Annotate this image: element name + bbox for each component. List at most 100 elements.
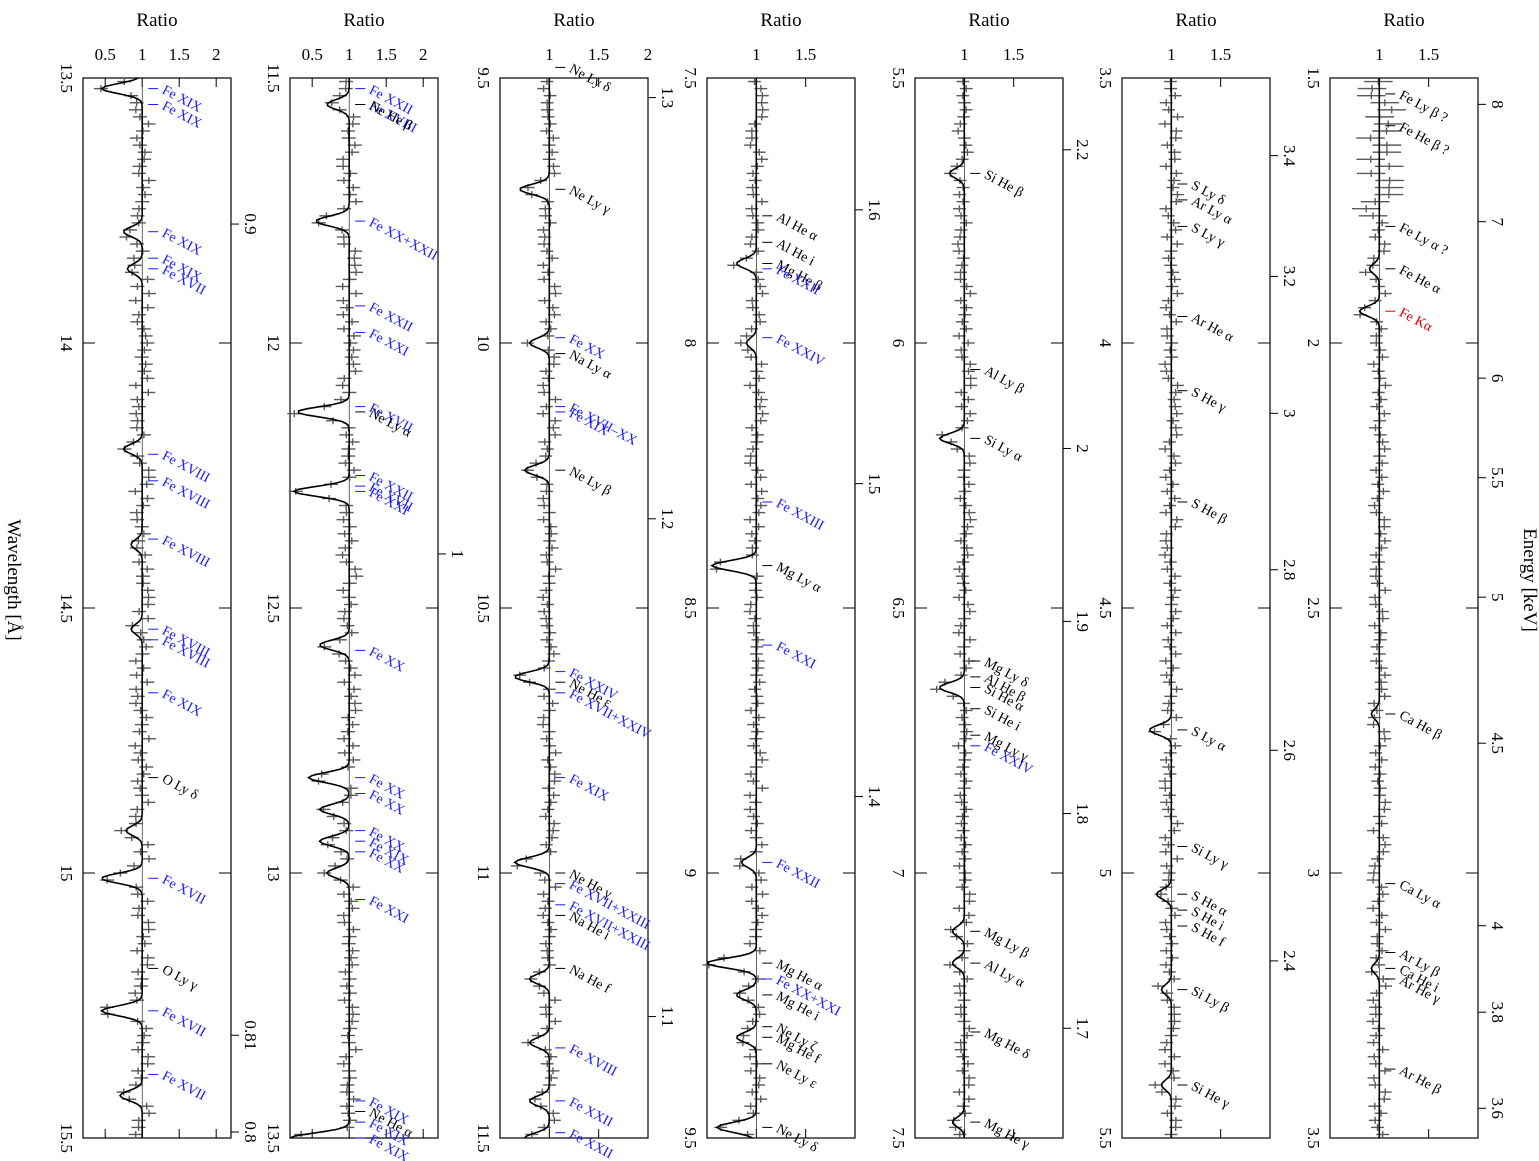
wavelength-tick-label: 13.5 xyxy=(57,63,76,93)
ratio-axis-title: Ratio xyxy=(1175,10,1216,31)
energy-tick-label: 1 xyxy=(448,550,467,559)
wavelength-tick-label: 8 xyxy=(681,339,700,348)
wavelength-tick-label: 4.5 xyxy=(1096,597,1115,618)
line-label: Fe XXI xyxy=(366,894,411,927)
energy-tick-label: 0.8 xyxy=(241,1121,260,1142)
model-curve xyxy=(289,78,350,1139)
plot-frame xyxy=(914,77,1064,1139)
wavelength-tick-label: 8.5 xyxy=(681,597,700,618)
energy-tick-label: 2.6 xyxy=(1280,740,1299,761)
line-label: Fe XVII xyxy=(159,1069,208,1104)
line-label: O Ly δ xyxy=(159,772,200,804)
ratio-axis-title: Ratio xyxy=(343,10,384,31)
ratio-tick-label: 0.5 xyxy=(302,45,323,64)
ratio-axis-title: Ratio xyxy=(553,10,594,31)
line-label: O Ly γ xyxy=(159,963,200,994)
line-label: Fe XX xyxy=(366,645,406,676)
wavelength-tick-label: 5 xyxy=(1096,869,1115,878)
energy-tick-label: 7 xyxy=(1488,217,1507,226)
wavelength-tick-label: 9 xyxy=(681,869,700,878)
energy-tick-label: 1.2 xyxy=(658,508,677,529)
ratio-tick-label: 1 xyxy=(1375,45,1384,64)
line-label: Fe XIX xyxy=(566,772,610,805)
energy-tick-label: 2.2 xyxy=(1073,139,1092,160)
energy-tick-label: 1.4 xyxy=(865,786,884,808)
model-curve xyxy=(513,78,551,1139)
energy-tick-label: 8 xyxy=(1488,100,1507,109)
line-label: Si Ly γ xyxy=(1188,841,1230,873)
wavelength-tick-label: 7.5 xyxy=(889,1127,908,1148)
line-label: Ca Ly α xyxy=(1396,878,1443,913)
ratio-tick-label: 1 xyxy=(960,45,969,64)
energy-tick-label: 5.5 xyxy=(1488,467,1507,488)
line-label: Fe XVII xyxy=(159,1005,208,1040)
panel-5: Ratio 1 1.5 5.5 6 6.5 7 7.5 2.2 2 1.9 1.8 1.7 Si He β… xyxy=(889,10,1092,1153)
wavelength-tick-label: 2.5 xyxy=(1304,597,1323,618)
line-label: Mg He δ xyxy=(981,1026,1032,1063)
energy-tick-label: 2.8 xyxy=(1280,559,1299,580)
line-label: Al Ly α xyxy=(981,957,1027,991)
line-label: Fe Ly α ? xyxy=(1396,221,1450,259)
energy-tick-label: 1.6 xyxy=(865,199,884,220)
ratio-tick-label: 2 xyxy=(419,45,428,64)
line-label: Fe XXIV xyxy=(773,332,826,370)
wavelength-tick-label: 12.5 xyxy=(264,593,283,623)
energy-tick-label: 6 xyxy=(1488,374,1507,383)
energy-tick-label: 2 xyxy=(1073,444,1092,453)
model-curve xyxy=(1149,78,1173,1138)
wavelength-tick-label: 4 xyxy=(1096,339,1115,348)
ratio-tick-label: 1 xyxy=(545,45,554,64)
energy-tick-label: 1.3 xyxy=(658,87,677,108)
energy-tick-label: 3.4 xyxy=(1280,145,1299,167)
line-label: Si Ly β xyxy=(1188,984,1231,1016)
line-label: Ar He α xyxy=(1188,311,1236,346)
line-label: Ne Ly δ xyxy=(566,62,613,96)
line-label: Mg Ly β xyxy=(981,926,1031,962)
line-label: Ar He β xyxy=(1396,1063,1443,1097)
energy-tick-label: 3.8 xyxy=(1488,1002,1507,1023)
ratio-axis-title: Ratio xyxy=(760,10,801,31)
wavelength-tick-label: 3 xyxy=(1304,869,1323,878)
energy-tick-label: 3.2 xyxy=(1280,266,1299,287)
line-label: Al Ly β xyxy=(981,364,1026,397)
wavelength-tick-label: 14 xyxy=(57,335,76,353)
wavelength-tick-label: 6 xyxy=(889,339,908,348)
ratio-axis-title: Ratio xyxy=(1383,10,1424,31)
line-label: Na He f xyxy=(566,963,612,997)
ratio-tick-label: 1 xyxy=(752,45,761,64)
energy-tick-label: 1.8 xyxy=(1073,803,1092,824)
wavelength-tick-label: 5.5 xyxy=(889,67,908,88)
line-label: Fe XXII xyxy=(566,1127,615,1161)
ratio-axis-title: Ratio xyxy=(968,10,1009,31)
ratio-axis-title: Ratio xyxy=(136,10,177,31)
wavelength-tick-label: 11.5 xyxy=(264,63,283,92)
plot-frame xyxy=(82,77,232,1139)
wavelength-tick-label: 6.5 xyxy=(889,597,908,618)
wavelength-tick-label: 10.5 xyxy=(474,593,493,623)
line-label: Fe XVIII xyxy=(566,1042,619,1080)
line-label: Si He β xyxy=(981,168,1025,201)
ratio-tick-label: 2 xyxy=(644,45,653,64)
wavelength-tick-label: 7.5 xyxy=(681,67,700,88)
ratio-tick-label: 1.5 xyxy=(795,45,816,64)
line-label: S He β xyxy=(1188,496,1229,527)
wavelength-tick-label: 13.5 xyxy=(264,1123,283,1153)
energy-tick-label: 0.9 xyxy=(241,213,260,234)
panel-7: Ratio 1 1.5 1.5 2 2.5 3 3.5 8 7 6 5.5 5 4.5 4 3.8 3.6 Fe … xyxy=(1304,10,1507,1149)
wavelength-tick-label: 9.5 xyxy=(474,67,493,88)
wavelength-tick-label: 3.5 xyxy=(1096,67,1115,88)
model-curve xyxy=(99,77,143,1138)
model-curve xyxy=(1358,78,1381,1138)
energy-tick-label: 3 xyxy=(1280,409,1299,418)
energy-tick-label: 1.7 xyxy=(1073,1018,1092,1040)
line-label: Fe XXII xyxy=(773,857,822,892)
panel-1: Ratio 0.5 1 1.5 2 13.5 14 14.5 15 15.5 0.9 0.81 0.8 F… xyxy=(57,10,260,1153)
line-label: Fe XIX xyxy=(159,687,203,720)
line-label: Fe He α xyxy=(1396,263,1443,298)
line-label: S Ly α xyxy=(1188,724,1228,755)
wavelength-tick-label: 9.5 xyxy=(681,1127,700,1148)
wavelength-tick-label: 2 xyxy=(1304,339,1323,348)
